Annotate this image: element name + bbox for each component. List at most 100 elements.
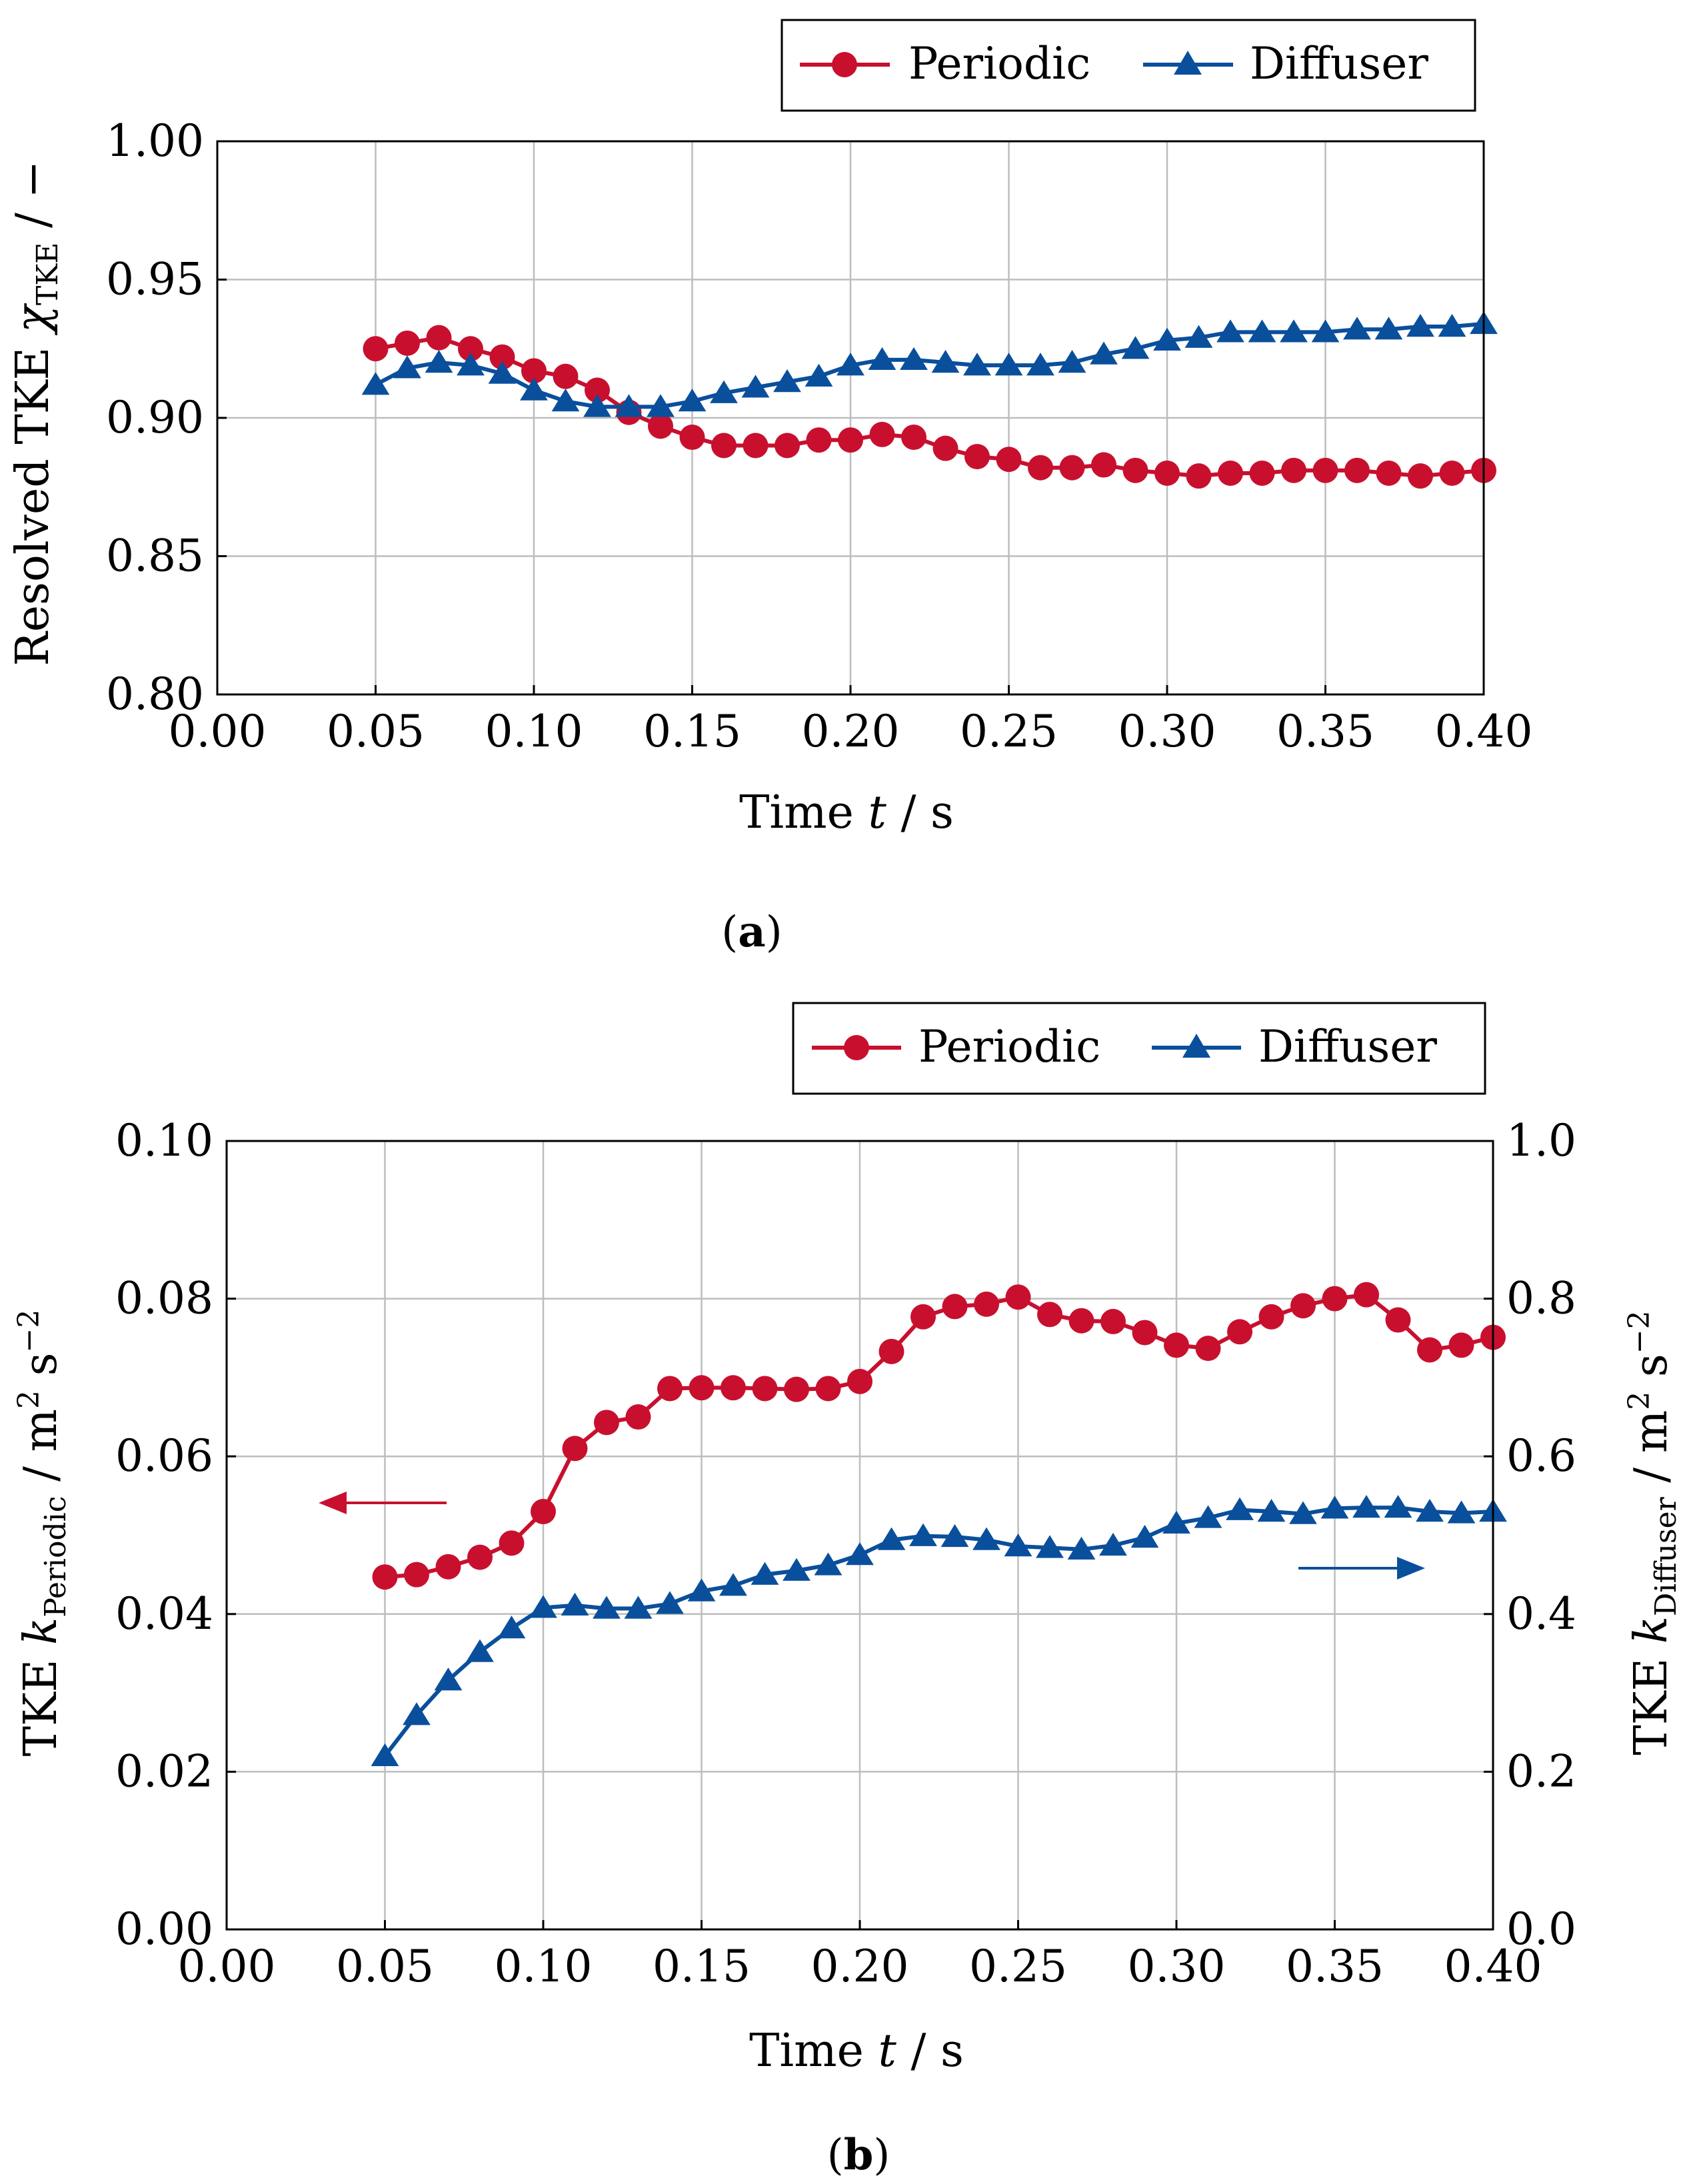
x-axis-label-a: Time t / s: [739, 786, 954, 839]
periodic-point-b: [657, 1376, 683, 1402]
periodic-point-a: [1028, 455, 1053, 481]
y-axis-label-left-b: TKE kPeriodic / m2 s−2: [12, 1310, 73, 1757]
periodic-point-a: [1218, 461, 1243, 486]
periodic-point-b: [1417, 1337, 1442, 1363]
diffuser-point-a: [1026, 353, 1054, 376]
periodic-point-b: [372, 1564, 398, 1590]
diffuser-point-a: [615, 394, 643, 417]
diffuser-point-b: [656, 1591, 684, 1614]
legend-periodic-marker-b: [844, 1035, 869, 1060]
diffuser-point-a: [710, 380, 738, 403]
legend-box-b: [792, 1002, 1486, 1095]
diffuser-point-a: [1248, 319, 1276, 343]
diffuser-point-b: [434, 1667, 463, 1691]
legend-periodic-label-a: Periodic: [908, 38, 1090, 89]
y-tick-label-b: 0.08: [115, 1273, 213, 1324]
periodic-point-b: [531, 1499, 556, 1525]
periodic-point-a: [553, 363, 579, 389]
diffuser-point-b: [497, 1616, 526, 1639]
diffuser-point-a: [1058, 350, 1086, 373]
x-tick-label-a: 0.10: [485, 706, 583, 757]
diffuser-point-b: [561, 1592, 589, 1616]
periodic-point-a: [363, 336, 389, 362]
periodic-point-b: [1290, 1293, 1316, 1319]
x-tick-label-b: 0.10: [495, 1941, 593, 1992]
periodic-point-b: [1100, 1308, 1126, 1334]
y-tick-label-a: 1.00: [106, 115, 204, 167]
diffuser-point-b: [1384, 1495, 1412, 1518]
diffuser-point-b: [1162, 1510, 1190, 1534]
legend-diffuser-label-b: Diffuser: [1258, 1021, 1437, 1072]
periodic-point-b: [752, 1376, 778, 1402]
diffuser-point-a: [678, 389, 707, 412]
diffuser-point-a: [1153, 327, 1181, 351]
x-tick-label-a: 0.05: [327, 706, 425, 757]
y-tick-label-b: 0.00: [115, 1903, 213, 1955]
diffuser-point-b: [751, 1562, 779, 1585]
caption-a: (a): [721, 907, 782, 957]
periodic-point-a: [1154, 461, 1180, 486]
periodic-point-a: [521, 358, 547, 384]
y-right-tick-label-b: 0.8: [1506, 1273, 1576, 1324]
y-tick-label-a: 0.80: [106, 668, 204, 720]
diffuser-point-a: [1280, 319, 1308, 343]
gridlines-a: [216, 140, 1485, 696]
periodic-point-b: [942, 1294, 968, 1320]
diffuser-point-b: [529, 1595, 557, 1618]
periodic-point-b: [1227, 1319, 1252, 1345]
gridlines-b: [225, 1140, 1494, 1931]
x-tick-label-b: 0.40: [1444, 1941, 1542, 1992]
periodic-point-a: [1344, 457, 1370, 483]
x-tick-label-a: 0.20: [802, 706, 900, 757]
x-tick-label-b: 0.25: [969, 1941, 1067, 1992]
diffuser-point-a: [1374, 317, 1403, 340]
y-tick-label-a: 0.85: [106, 531, 204, 582]
legend-diffuser-marker-a: [1174, 51, 1202, 75]
diffuser-point-a: [1216, 319, 1244, 343]
periodic-point-a: [1186, 463, 1212, 489]
diffuser-point-a: [931, 350, 960, 373]
periodic-point-b: [467, 1544, 493, 1570]
diffuser-point-a: [900, 347, 928, 371]
legend-a: Periodic Diffuser: [781, 19, 1476, 112]
periodic-point-a: [901, 425, 926, 451]
periodic-point-b: [878, 1338, 904, 1364]
diffuser-point-a: [488, 361, 517, 384]
legend-diffuser-marker-b: [1182, 1034, 1210, 1058]
periodic-point-a: [1281, 457, 1306, 483]
periodic-point-b: [404, 1562, 429, 1588]
periodic-point-b: [1005, 1284, 1031, 1310]
periodic-point-b: [815, 1376, 841, 1402]
x-tick-label-b: 0.15: [653, 1941, 751, 1992]
periodic-point-a: [489, 344, 515, 370]
diffuser-point-b: [1352, 1495, 1380, 1518]
diffuser-point-b: [1067, 1536, 1096, 1560]
y-right-tick-label-b: 0.2: [1506, 1745, 1576, 1797]
diffuser-point-a: [551, 389, 580, 412]
periodic-point-a: [585, 377, 610, 403]
x-tick-label-a: 0.15: [643, 706, 741, 757]
periodic-point-b: [1037, 1302, 1062, 1328]
arrow-right-annotation: [1298, 1557, 1425, 1580]
periodic-point-a: [932, 435, 958, 461]
periodic-point-a: [806, 427, 832, 453]
diffuser-point-b: [1130, 1525, 1159, 1548]
diffuser-point-b: [846, 1542, 874, 1566]
diffuser-point-a: [457, 353, 485, 376]
periodic-point-b: [1448, 1332, 1474, 1358]
diffuser-point-b: [466, 1639, 494, 1662]
diffuser-point-a: [1184, 325, 1213, 348]
periodic-point-b: [689, 1375, 715, 1401]
series-group-b: [371, 1282, 1507, 1766]
periodic-point-b: [1385, 1307, 1411, 1333]
diffuser-point-a: [741, 375, 770, 398]
chart-panel-a: 0.00 0.05 0.10 0.15 0.20 0.25 0.30 0.35 0.40 0.80…: [7, 19, 1533, 957]
periodic-point-a: [964, 444, 990, 470]
diffuser-point-b: [940, 1524, 969, 1548]
diffuser-point-b: [877, 1527, 906, 1550]
x-tick-label-b: 0.00: [178, 1941, 276, 1992]
periodic-point-b: [1195, 1336, 1221, 1362]
periodic-point-a: [775, 433, 800, 459]
periodic-point-b: [594, 1410, 619, 1436]
x-tick-label-a: 0.40: [1435, 706, 1533, 757]
